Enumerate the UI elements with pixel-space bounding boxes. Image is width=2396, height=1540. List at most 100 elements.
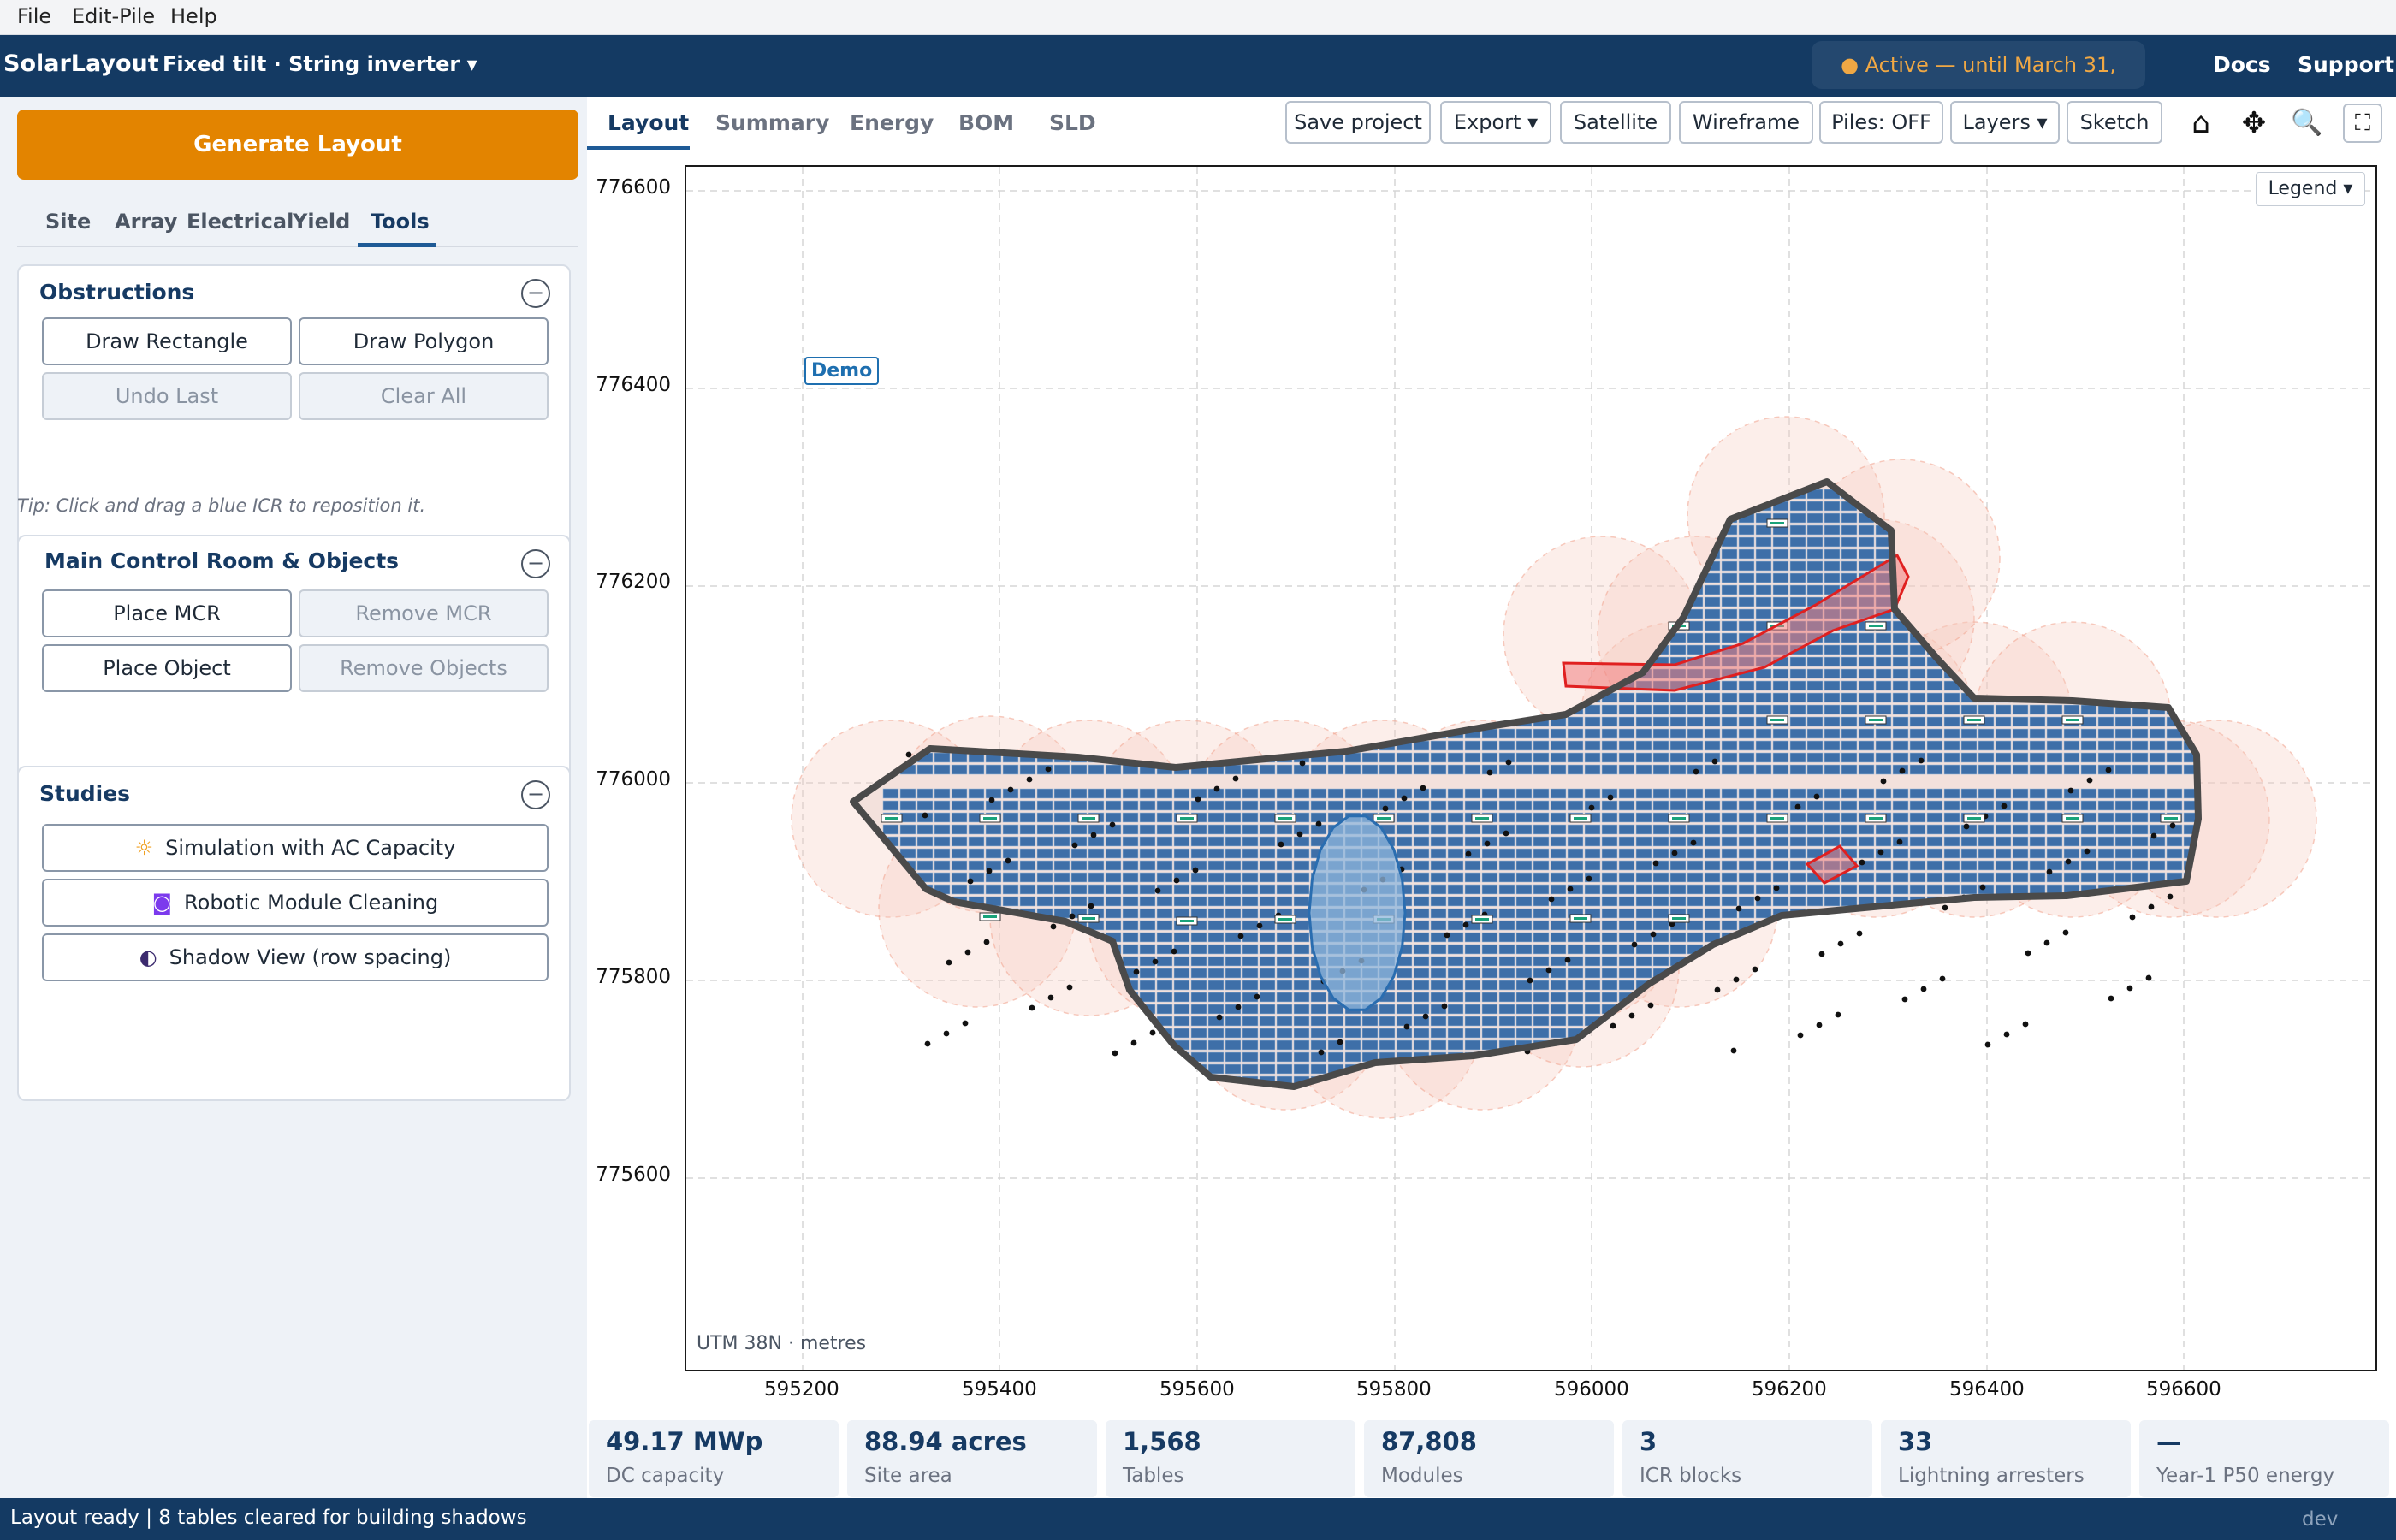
module-table — [1926, 704, 1943, 715]
legend-dropdown[interactable]: Legend ▾ — [2256, 172, 2365, 206]
red-obstruction-small[interactable] — [1805, 844, 1859, 885]
module-table — [1225, 860, 1242, 871]
pile-marker — [1610, 1022, 1616, 1029]
zoom-icon[interactable]: 🔍 — [2291, 108, 2323, 138]
undo-last-button[interactable]: Undo Last — [42, 372, 292, 420]
tab-layout[interactable]: Layout — [608, 110, 690, 135]
module-table — [1738, 680, 1755, 691]
module-table — [1036, 560, 1053, 572]
pile-marker — [1880, 778, 1887, 785]
draw-rectangle-button[interactable]: Draw Rectangle — [42, 317, 292, 365]
tab-electrical[interactable]: Electrical — [187, 210, 294, 234]
module-table — [899, 1016, 916, 1027]
place-mcr-button[interactable]: Place MCR — [42, 589, 292, 637]
module-table — [1276, 932, 1293, 943]
tab-array[interactable]: Array — [115, 210, 178, 234]
module-table — [1789, 692, 1806, 703]
layout-map[interactable]: Legend ▾ UTM 38N · metres — [685, 165, 2377, 1371]
tab-sld[interactable]: SLD — [1049, 110, 1096, 135]
pan-icon[interactable]: ✥ — [2241, 106, 2267, 140]
support-link[interactable]: Support — [2298, 52, 2395, 77]
map-canvas[interactable] — [686, 167, 2377, 1371]
draw-polygon-button[interactable]: Draw Polygon — [299, 317, 549, 365]
pile-marker — [1503, 830, 1509, 837]
module-table — [1036, 548, 1053, 560]
module-table — [1379, 500, 1396, 512]
shadow-view-button[interactable]: ◐ Shadow View (row spacing) — [42, 933, 549, 981]
module-table — [1190, 548, 1207, 560]
module-table — [1207, 872, 1225, 883]
module-table — [2132, 968, 2149, 979]
piles-toggle[interactable]: Piles: OFF — [1819, 101, 1943, 144]
collapse-icon[interactable]: − — [521, 780, 550, 809]
clear-all-button[interactable]: Clear All — [299, 372, 549, 420]
tab-summary[interactable]: Summary — [715, 110, 830, 135]
pile-marker — [1050, 923, 1057, 930]
robotic-cleaning-button[interactable]: ◙ Robotic Module Cleaning — [42, 879, 549, 927]
pond-obstruction[interactable] — [1308, 814, 1407, 1011]
site-boundary[interactable] — [850, 478, 2202, 1090]
module-table — [1327, 644, 1344, 655]
module-table — [1909, 956, 1926, 967]
module-table — [1361, 692, 1379, 703]
wireframe-button[interactable]: Wireframe — [1679, 101, 1813, 144]
place-object-button[interactable]: Place Object — [42, 644, 292, 692]
module-table — [1669, 716, 1687, 727]
module-table — [1139, 932, 1156, 943]
inverter-markers[interactable] — [881, 518, 2182, 926]
fullscreen-icon[interactable]: ⛶ — [2343, 104, 2382, 143]
mode-selector[interactable]: Fixed tilt · String inverter ▾ — [163, 52, 477, 76]
module-table — [1156, 992, 1173, 1003]
module-table — [2149, 1016, 2166, 1027]
module-table — [899, 788, 916, 799]
generate-layout-button[interactable]: Generate Layout — [17, 110, 578, 180]
module-table — [1498, 536, 1515, 548]
menu-file[interactable]: File — [17, 4, 52, 28]
sketch-button[interactable]: Sketch — [2067, 101, 2162, 144]
module-table — [2046, 836, 2063, 847]
export-dropdown[interactable]: Export ▾ — [1440, 101, 1551, 144]
module-table — [1225, 1028, 1242, 1039]
module-table — [968, 548, 985, 560]
menu-edit-pile[interactable]: Edit-Pile — [72, 4, 156, 28]
tab-tools[interactable]: Tools — [371, 210, 430, 234]
satellite-button[interactable]: Satellite — [1560, 101, 1671, 144]
module-table — [1755, 980, 1772, 991]
tab-bom[interactable]: BOM — [958, 110, 1015, 135]
module-table — [1447, 908, 1464, 919]
module-table — [1618, 956, 1635, 967]
red-obstruction-corridor[interactable] — [1562, 553, 1910, 692]
home-icon[interactable]: ⌂ — [2191, 106, 2210, 140]
layers-dropdown[interactable]: Layers ▾ — [1950, 101, 2060, 144]
module-table — [2132, 608, 2149, 619]
collapse-icon[interactable]: − — [521, 279, 550, 308]
module-table — [1396, 548, 1413, 560]
module-table — [1824, 956, 1841, 967]
module-table — [1139, 596, 1156, 607]
module-table — [1173, 704, 1190, 715]
simulation-ac-button[interactable]: ☼ Simulation with AC Capacity — [42, 824, 549, 872]
module-table — [1926, 872, 1943, 883]
tab-site[interactable]: Site — [45, 210, 92, 234]
module-table — [1892, 1028, 1909, 1039]
module-table — [1669, 860, 1687, 871]
tab-yield[interactable]: Yield — [293, 210, 351, 234]
remove-objects-button[interactable]: Remove Objects — [299, 644, 549, 692]
collapse-icon[interactable]: − — [521, 549, 550, 578]
module-table — [2132, 824, 2149, 835]
pile-marker — [1730, 1047, 1737, 1054]
module-table — [985, 788, 1002, 799]
module-table — [1687, 788, 1704, 799]
docs-link[interactable]: Docs — [2213, 52, 2271, 77]
pile-marker — [2145, 974, 2152, 981]
module-table — [1361, 524, 1379, 536]
module-table — [1019, 884, 1036, 895]
save-project-button[interactable]: Save project — [1285, 101, 1431, 144]
module-table — [2012, 728, 2029, 739]
tab-energy[interactable]: Energy — [850, 110, 934, 135]
module-table — [1635, 896, 1652, 907]
menu-help[interactable]: Help — [170, 4, 217, 28]
remove-mcr-button[interactable]: Remove MCR — [299, 589, 549, 637]
module-table — [1515, 968, 1533, 979]
module-table — [1687, 884, 1704, 895]
